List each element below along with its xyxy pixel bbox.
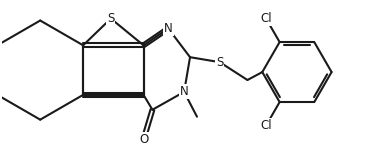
Text: N: N	[180, 85, 189, 98]
Text: S: S	[107, 12, 114, 25]
Text: O: O	[139, 133, 148, 146]
Text: S: S	[216, 56, 223, 69]
Text: Cl: Cl	[260, 12, 272, 25]
Text: N: N	[164, 22, 173, 35]
Text: Cl: Cl	[260, 119, 272, 132]
